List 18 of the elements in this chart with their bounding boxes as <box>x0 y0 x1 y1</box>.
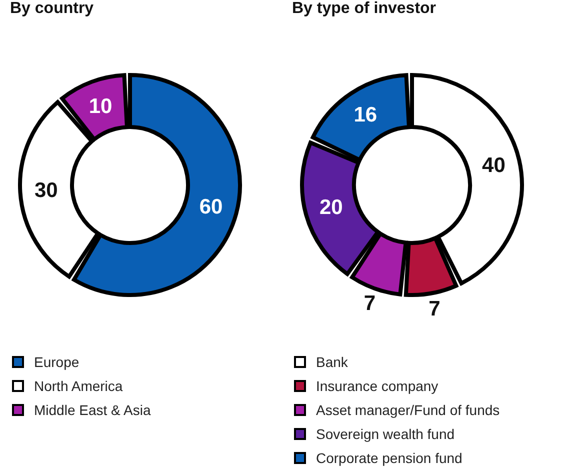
data-label: 10 <box>88 94 112 118</box>
legend-label: Insurance company <box>316 378 438 394</box>
legend-label: Corporate pension fund <box>316 450 462 466</box>
legend-label: Middle East & Asia <box>34 402 151 418</box>
data-label: 40 <box>482 154 506 178</box>
data-label: 7 <box>364 292 376 316</box>
data-label: 60 <box>199 196 223 219</box>
legend-label: Asset manager/Fund of funds <box>316 402 500 418</box>
chart-title: By country <box>10 0 94 18</box>
legend-label: North America <box>34 378 123 394</box>
data-label: 30 <box>34 178 58 202</box>
chart-title: By type of investor <box>292 0 436 18</box>
data-label: 7 <box>428 297 440 320</box>
data-label: 16 <box>354 104 378 127</box>
data-label: 20 <box>319 196 343 220</box>
legend-label: Sovereign wealth fund <box>316 426 455 442</box>
legend-label: Bank <box>316 354 348 370</box>
legend-label: Europe <box>34 354 80 370</box>
